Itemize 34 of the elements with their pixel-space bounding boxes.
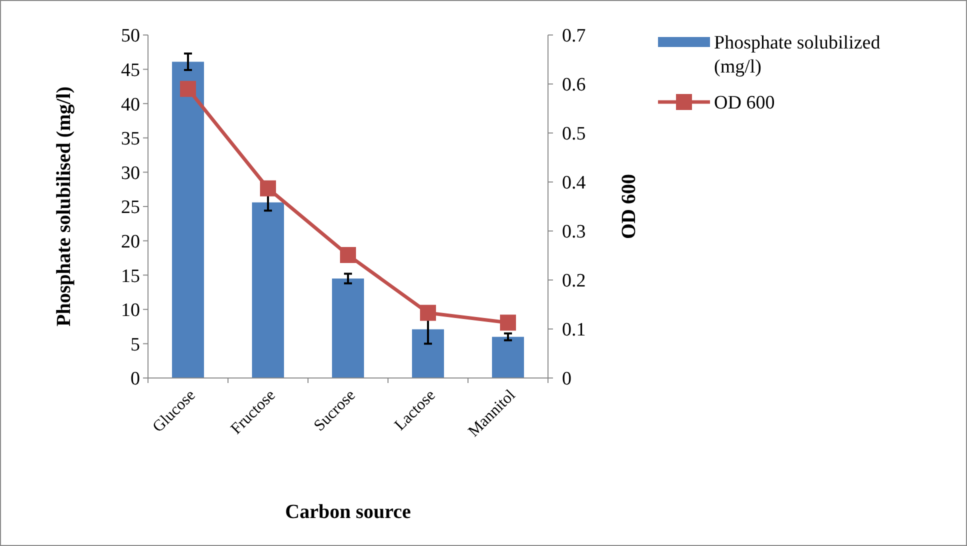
- x-axis-title: Carbon source: [285, 501, 411, 523]
- bar: [332, 278, 364, 378]
- point: [340, 247, 356, 264]
- y-tick-label: 25: [121, 197, 140, 218]
- legend-label: OD 600: [714, 92, 775, 114]
- y2-tick-label: 0.4: [562, 172, 586, 194]
- y-tick-label: 10: [121, 300, 140, 322]
- y-tick-label: 35: [121, 128, 140, 150]
- y-tick-label: 45: [121, 60, 140, 81]
- y-tick-label: 15: [121, 266, 140, 287]
- y-tick-label: 20: [121, 231, 140, 252]
- bar: [412, 329, 444, 378]
- y-axis-title: Phosphate solubilised (mg/l): [53, 86, 75, 327]
- y-tick-label: 0: [130, 368, 140, 390]
- point: [260, 180, 276, 196]
- bar: [492, 336, 524, 378]
- y2-tick-label: 0.6: [562, 74, 586, 96]
- y-tick-label: 50: [121, 26, 140, 47]
- y2-tick-label: 0.2: [562, 270, 586, 292]
- y-tick-label: 30: [121, 162, 140, 184]
- point: [500, 314, 516, 331]
- y2-tick-label: 0.5: [562, 124, 586, 145]
- bar: [252, 202, 284, 378]
- point: [420, 304, 436, 321]
- y2-tick-label: 0.3: [562, 222, 586, 243]
- y-tick-label: 5: [130, 334, 140, 356]
- y2-tick-label: 0.1: [562, 320, 586, 341]
- point: [180, 80, 196, 97]
- bar: [172, 62, 204, 378]
- y2-axis-title: OD 600: [618, 174, 640, 239]
- y2-tick-label: 0.7: [562, 26, 586, 47]
- legend-label: Phosphate solubilized (mg/l): [714, 32, 881, 78]
- y-tick-label: 40: [121, 94, 140, 116]
- y2-tick-label: 0: [562, 368, 572, 390]
